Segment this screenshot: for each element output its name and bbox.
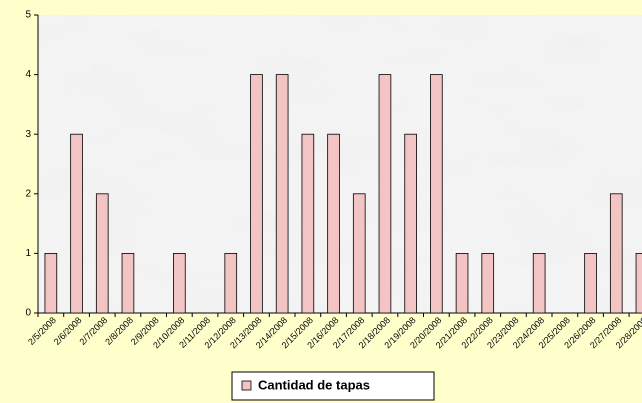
bar	[225, 253, 237, 313]
bar	[405, 134, 417, 313]
bar	[276, 75, 288, 313]
y-tick-label: 0	[25, 308, 31, 319]
legend-swatch	[242, 381, 251, 390]
bar	[533, 253, 545, 313]
bar	[636, 253, 642, 313]
y-tick-label: 5	[25, 10, 31, 21]
legend-label: Cantidad de tapas	[258, 377, 370, 392]
chart: Cantidad de tapas 0123452/5/20082/6/2008…	[0, 0, 642, 403]
y-tick-label: 2	[25, 188, 31, 199]
bar	[302, 134, 314, 313]
y-tick-label: 4	[25, 69, 31, 80]
bar	[379, 75, 391, 313]
bar	[482, 253, 494, 313]
bar	[251, 75, 263, 313]
page: {"chart_data": {"type": "bar", "categori…	[0, 0, 642, 403]
bar	[585, 253, 597, 313]
bar	[610, 194, 622, 313]
bar	[456, 253, 468, 313]
legend: Cantidad de tapas	[232, 372, 434, 400]
bar	[122, 253, 134, 313]
y-tick-label: 1	[25, 248, 31, 259]
bar	[328, 134, 340, 313]
bar	[430, 75, 442, 313]
y-tick-label: 3	[25, 129, 31, 140]
bar	[173, 253, 185, 313]
bar	[45, 253, 57, 313]
bar	[353, 194, 365, 313]
bar	[71, 134, 83, 313]
bar	[96, 194, 108, 313]
